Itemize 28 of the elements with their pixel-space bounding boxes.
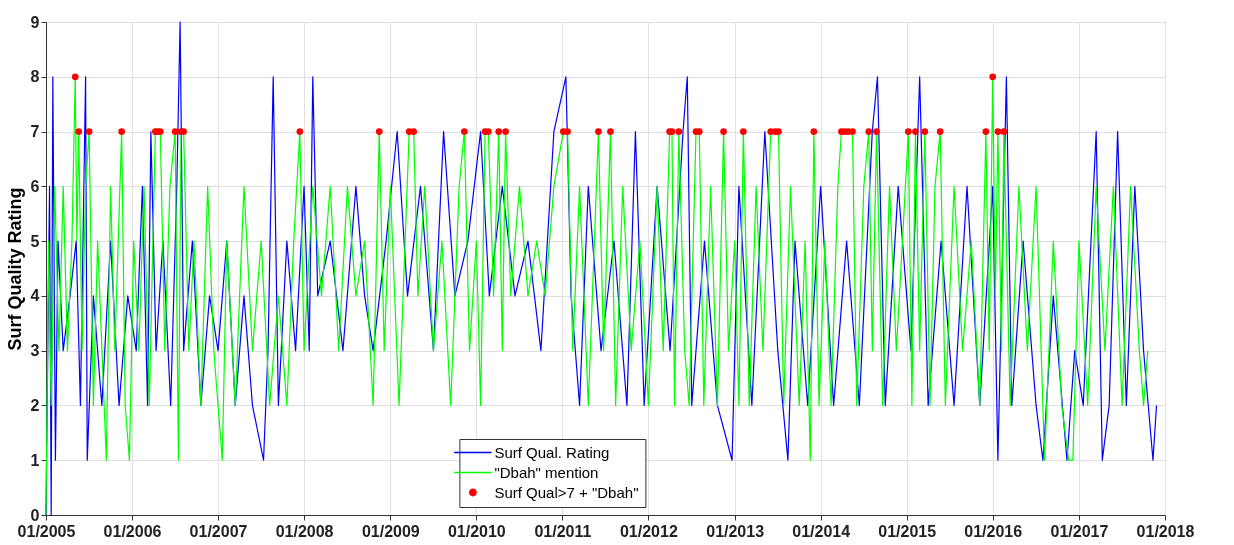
x-tick-label: 01/2014 [792,522,851,540]
y-tick-label: 6 [30,177,40,195]
y-tick-label: 8 [30,68,40,86]
y-tick-label: 3 [30,342,40,360]
y-tick-label: 0 [30,506,40,524]
x-tick-label: 01/2012 [619,522,678,540]
y-tick-label: 4 [30,287,40,305]
x-tick-label: 01/2015 [878,522,937,540]
x-tick-label: 01/2011 [534,522,592,540]
y-tick-label: 7 [30,123,40,141]
x-tick-label: 01/2013 [706,522,765,540]
legend-label: Surf Qual. Rating [494,443,610,461]
y-axis-title: Surf Quality Rating [4,187,25,351]
x-tick-label: 01/2008 [275,522,334,540]
x-tick-label: 01/2018 [1136,522,1195,540]
x-tick-label: 01/2007 [189,522,248,540]
x-tick-label: 01/2005 [17,522,76,540]
y-tick-label: 1 [30,451,40,469]
x-tick-label: 01/2017 [1050,522,1109,540]
x-tick-label: 01/2016 [964,522,1023,540]
legend-label: "Dbah" mention [494,463,599,481]
x-tick-label: 01/2006 [103,522,162,540]
y-tick-label: 2 [30,396,40,414]
legend-label: Surf Qual>7 + "Dbah" [494,483,639,501]
y-tick-label: 5 [30,232,40,250]
x-tick-label: 01/2009 [361,522,420,540]
x-tick-label: 01/2010 [447,522,506,540]
y-tick-label: 9 [30,13,40,31]
